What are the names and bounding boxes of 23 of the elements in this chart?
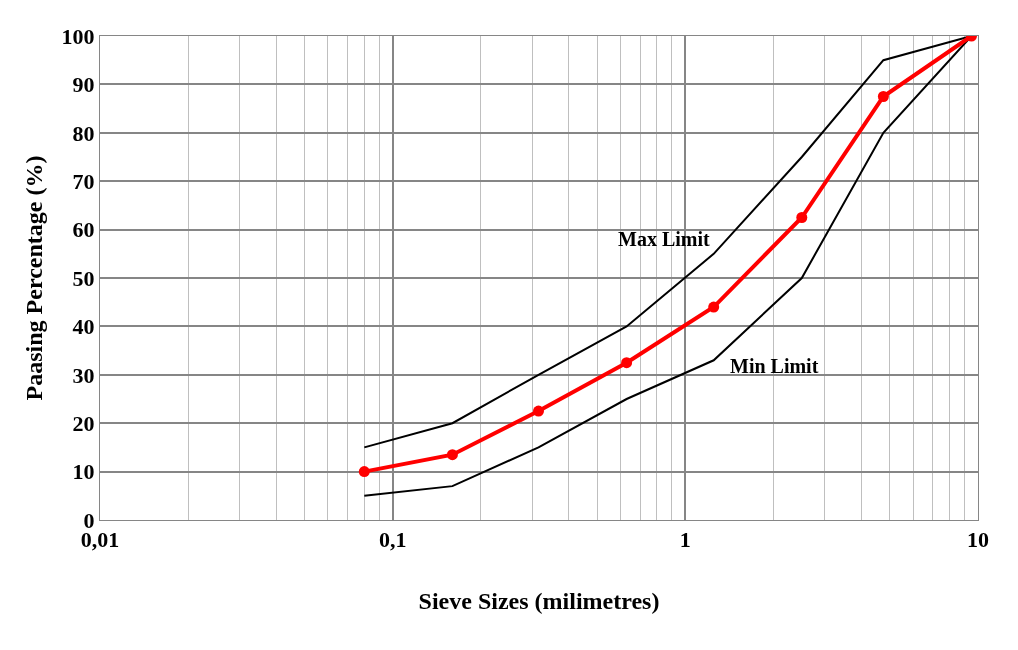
x-tick-label: 0,1 [378,527,407,553]
y-tick-label: 50 [72,265,95,291]
y-tick-label: 60 [72,217,95,243]
x-axis-title: Sieve Sizes (milimetres) [418,587,660,614]
point [621,357,633,369]
point [533,405,545,417]
y-tick-label: 40 [72,314,95,340]
y-axis-title: Paasing Percentage (%) [20,155,47,401]
series-label: Min Limit [730,355,819,377]
point [446,449,458,461]
y-tick-label: 20 [72,410,95,436]
y-tick-label: 10 [72,459,95,485]
y-tick-label: 70 [72,168,95,194]
y-tick-label: 90 [72,72,95,98]
x-tick-label: 10 [967,527,989,553]
y-tick-label: 100 [61,23,95,49]
point [708,301,720,313]
x-tick-label: 1 [679,527,691,553]
series-label: Max Limit [618,228,710,250]
y-tick-label: 30 [72,362,95,388]
point [796,212,808,223]
point [358,466,370,478]
y-tick-label: 80 [72,120,95,146]
